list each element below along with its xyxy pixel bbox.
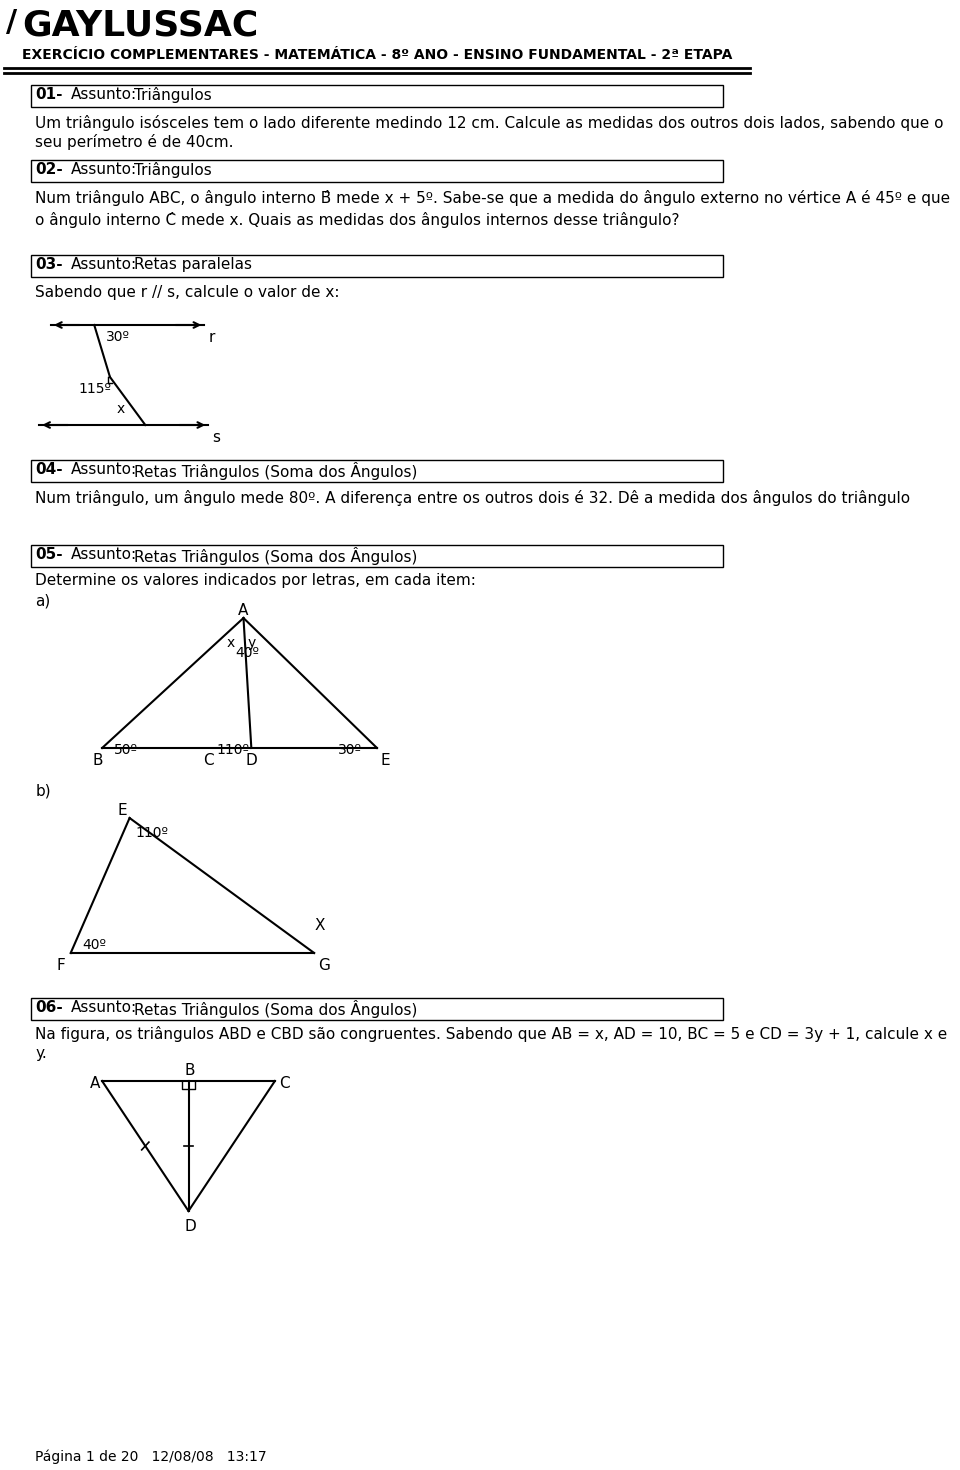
Text: 05-: 05-	[36, 547, 63, 562]
Text: B: B	[184, 1063, 195, 1078]
Text: Assunto:: Assunto:	[71, 87, 137, 101]
Bar	[32, 160, 723, 182]
Text: 115º: 115º	[79, 382, 111, 395]
Text: D: D	[184, 1219, 197, 1233]
Text: Assunto:: Assunto:	[71, 162, 137, 176]
Text: 06-: 06-	[36, 1000, 63, 1014]
Text: G: G	[318, 958, 330, 973]
Text: E: E	[381, 753, 391, 767]
Text: 40º: 40º	[83, 938, 107, 953]
Text: b): b)	[36, 784, 51, 798]
Text: A: A	[238, 603, 249, 617]
Text: C: C	[203, 753, 213, 767]
Text: /: /	[7, 7, 17, 37]
Text: Assunto:: Assunto:	[71, 1000, 137, 1014]
Text: Retas Triângulos (Soma dos Ângulos): Retas Triângulos (Soma dos Ângulos)	[133, 547, 417, 564]
Bar	[32, 460, 723, 482]
Text: r: r	[208, 329, 214, 345]
Text: B: B	[93, 753, 103, 767]
Text: Retas paralelas: Retas paralelas	[133, 257, 252, 272]
Text: o ângulo interno Ĉ mede x. Quais as medidas dos ângulos internos desse triângul: o ângulo interno Ĉ mede x. Quais as med…	[36, 212, 680, 228]
Bar	[32, 85, 723, 107]
Text: D: D	[246, 753, 257, 767]
Text: a): a)	[36, 592, 51, 609]
Text: A: A	[90, 1076, 101, 1091]
Text: Num triângulo ABC, o ângulo interno B̂ mede x + 5º. Sabe-se que a medida do ângu: Num triângulo ABC, o ângulo interno B̂ m…	[36, 190, 950, 206]
Text: Triângulos: Triângulos	[133, 87, 211, 103]
Text: EXERCÍCIO COMPLEMENTARES - MATEMÁTICA - 8º ANO - ENSINO FUNDAMENTAL - 2ª ETAPA: EXERCÍCIO COMPLEMENTARES - MATEMÁTICA - …	[22, 49, 732, 62]
Text: 01-: 01-	[36, 87, 62, 101]
Bar	[32, 254, 723, 276]
Text: Sabendo que r // s, calcule o valor de x:: Sabendo que r // s, calcule o valor de x…	[36, 285, 340, 300]
Text: x: x	[227, 637, 234, 650]
Text: GAYLUSSAC: GAYLUSSAC	[22, 7, 258, 43]
Bar	[32, 545, 723, 567]
Text: Página 1 de 20   12/08/08   13:17: Página 1 de 20 12/08/08 13:17	[36, 1449, 267, 1464]
Text: y.: y.	[36, 1047, 47, 1061]
Text: E: E	[118, 803, 128, 817]
Text: Determine os valores indicados por letras, em cada item:: Determine os valores indicados por letra…	[36, 573, 476, 588]
Text: Assunto:: Assunto:	[71, 257, 137, 272]
Text: 50º: 50º	[114, 742, 138, 757]
Text: 03-: 03-	[36, 257, 63, 272]
Text: 110º: 110º	[136, 826, 169, 839]
Text: 30º: 30º	[338, 742, 362, 757]
Text: s: s	[212, 431, 220, 445]
Text: 04-: 04-	[36, 462, 63, 476]
Text: 40º: 40º	[235, 645, 259, 660]
Text: Assunto:: Assunto:	[71, 462, 137, 476]
Text: Triângulos: Triângulos	[133, 162, 211, 178]
Text: Num triângulo, um ângulo mede 80º. A diferença entre os outros dois é 32. Dê a m: Num triângulo, um ângulo mede 80º. A dif…	[36, 490, 910, 506]
Text: 30º: 30º	[106, 329, 130, 344]
Text: F: F	[57, 958, 65, 973]
Text: x: x	[116, 401, 125, 416]
Text: Na figura, os triângulos ABD e CBD são congruentes. Sabendo que AB = x, AD = 10,: Na figura, os triângulos ABD e CBD são c…	[36, 1026, 948, 1042]
Bar	[32, 998, 723, 1020]
Text: C: C	[278, 1076, 290, 1091]
Text: Um triângulo isósceles tem o lado diferente medindo 12 cm. Calcule as medidas do: Um triângulo isósceles tem o lado difere…	[36, 115, 944, 150]
Text: Retas Triângulos (Soma dos Ângulos): Retas Triângulos (Soma dos Ângulos)	[133, 1000, 417, 1019]
Text: X: X	[314, 917, 324, 933]
Text: Assunto:: Assunto:	[71, 547, 137, 562]
Text: y: y	[248, 637, 255, 650]
Text: 110º: 110º	[216, 742, 249, 757]
Text: Retas Triângulos (Soma dos Ângulos): Retas Triângulos (Soma dos Ângulos)	[133, 462, 417, 481]
Text: 02-: 02-	[36, 162, 63, 176]
